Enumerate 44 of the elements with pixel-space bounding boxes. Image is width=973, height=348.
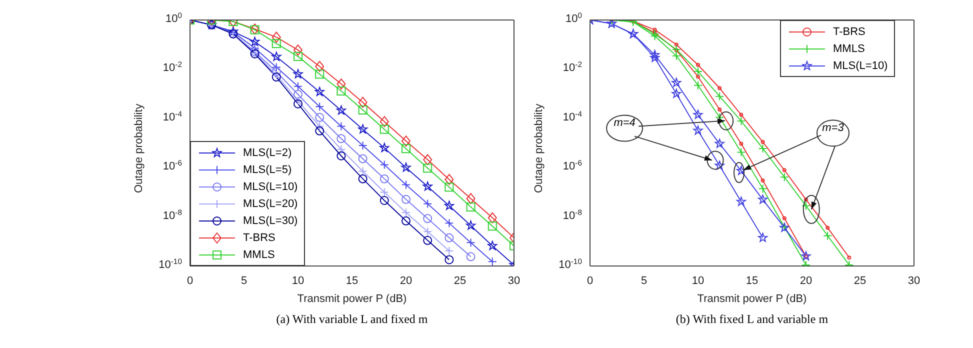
y-axis-title: Outage probability — [132, 103, 145, 193]
y-tick-label: 10$^{-6}$ — [162, 158, 182, 173]
y-tick-label: 10$^{-4}$ — [162, 108, 183, 124]
x-tick-label: 25 — [854, 274, 866, 287]
annotation: m=4 — [614, 117, 636, 130]
y-tick-label: 10$^{-8}$ — [162, 207, 182, 222]
y-tick-label: 10$^{-6}$ — [562, 158, 582, 173]
legend-label: MLS(L=10) — [833, 60, 888, 72]
legend-label: MMLS — [833, 42, 865, 54]
text: (b) With fixed L and variable m — [674, 312, 830, 327]
x-tick-label: 15 — [746, 274, 758, 287]
text: (a) With variable L and fixed m — [275, 312, 429, 327]
y-tick-label: 10$^{0}$ — [565, 10, 582, 25]
x-tick-label: 10 — [292, 274, 304, 287]
x-tick-label: 5 — [640, 274, 648, 287]
y-tick-label: 10$^{-2}$ — [162, 60, 182, 74]
y-tick-label: 10$^{-10}$ — [558, 256, 582, 271]
x-axis-title: Transmit power P (dB) — [697, 293, 807, 305]
x-tick-label: 10 — [692, 274, 704, 287]
x-tick-label: 0 — [586, 274, 594, 287]
x-tick-label: 30 — [908, 274, 920, 287]
legend-label: MLS(L=10) — [243, 180, 298, 192]
x-tick-label: 15 — [346, 274, 358, 287]
legend-label: MLS(L=30) — [243, 214, 298, 226]
annotation: m=3 — [822, 122, 845, 134]
x-tick-label: 5 — [240, 274, 248, 287]
y-axis-title: Outage probability — [532, 103, 545, 193]
y-tick-label: 10$^{-8}$ — [562, 207, 582, 222]
x-tick-label: 20 — [400, 274, 412, 287]
y-tick-label: 10$^{-2}$ — [562, 60, 582, 74]
x-tick-label: 20 — [800, 274, 812, 287]
legend-label: MLS(L=2) — [243, 146, 292, 158]
legend-label: MLS(L=5) — [243, 164, 292, 176]
x-tick-label: 25 — [454, 274, 466, 287]
x-axis-title: Transmit power P (dB) — [297, 293, 407, 305]
legend-label: T-BRS — [833, 26, 866, 38]
legend-label: T-BRS — [243, 232, 276, 244]
x-tick-label: 30 — [508, 274, 520, 287]
legend-label: MLS(L=20) — [243, 198, 298, 210]
legend-label: MMLS — [243, 248, 275, 260]
y-tick-label: 10$^{-10}$ — [158, 256, 182, 271]
y-tick-label: 10$^{0}$ — [165, 10, 182, 25]
x-tick-label: 0 — [186, 274, 194, 287]
y-tick-label: 10$^{-4}$ — [562, 108, 583, 124]
